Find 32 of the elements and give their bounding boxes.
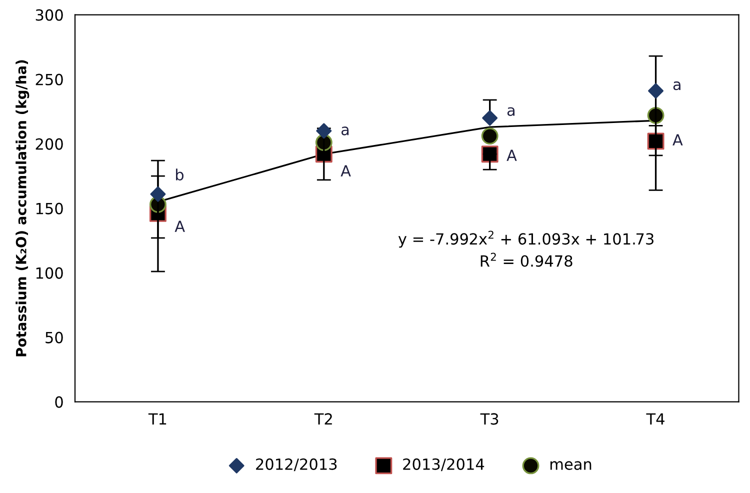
x-tick-label: T4 [646, 413, 664, 425]
point [150, 186, 166, 202]
x-tick-label: T3 [480, 413, 498, 425]
annotation: a [673, 81, 680, 90]
annotation: A [340, 165, 351, 176]
annotation: y = -7.992x$^{2}$ + 61.093x + 101.73 [398, 230, 654, 248]
point [482, 110, 498, 126]
annotation: a [341, 126, 349, 136]
legend-label: mean [550, 461, 592, 470]
y-tick-label: 150 [36, 202, 63, 214]
y-axis-title: Potassium (K₂O) accumulation (kg/ha) [16, 60, 30, 356]
point [481, 128, 498, 145]
point [648, 83, 664, 99]
y-tick-label: 100 [36, 267, 63, 279]
y-tick-label: 250 [36, 74, 63, 86]
annotation: b [176, 168, 184, 180]
y-tick-label: 200 [36, 138, 63, 150]
annotation: R$^{2}$ = 0.9478 [480, 252, 572, 267]
annotation: A [506, 150, 517, 161]
x-tick-label: T1 [148, 413, 166, 425]
point [316, 123, 332, 139]
point [647, 132, 664, 150]
annotation: A [672, 134, 683, 146]
legend-label: 2012/2013 [256, 458, 337, 472]
y-tick-label: 300 [36, 9, 63, 21]
annotation: A [174, 220, 185, 232]
y-tick-label: 0 [55, 396, 63, 408]
annotation: a [507, 107, 514, 116]
y-tick-label: 50 [46, 332, 63, 344]
x-tick-label: T2 [314, 413, 332, 425]
legend-label: 2013/2014 [403, 458, 484, 472]
point [481, 146, 498, 163]
